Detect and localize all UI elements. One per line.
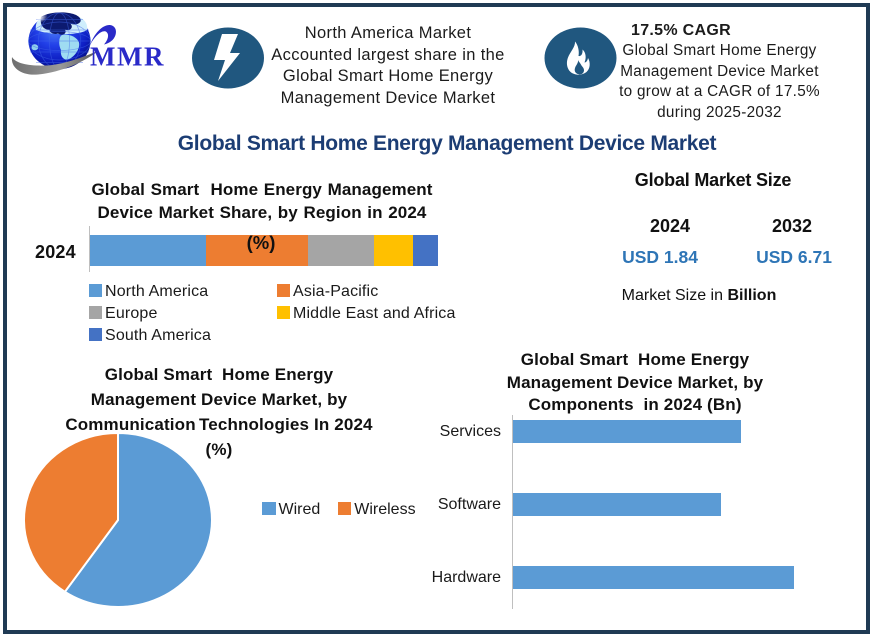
svg-text:MMR: MMR bbox=[90, 42, 165, 72]
